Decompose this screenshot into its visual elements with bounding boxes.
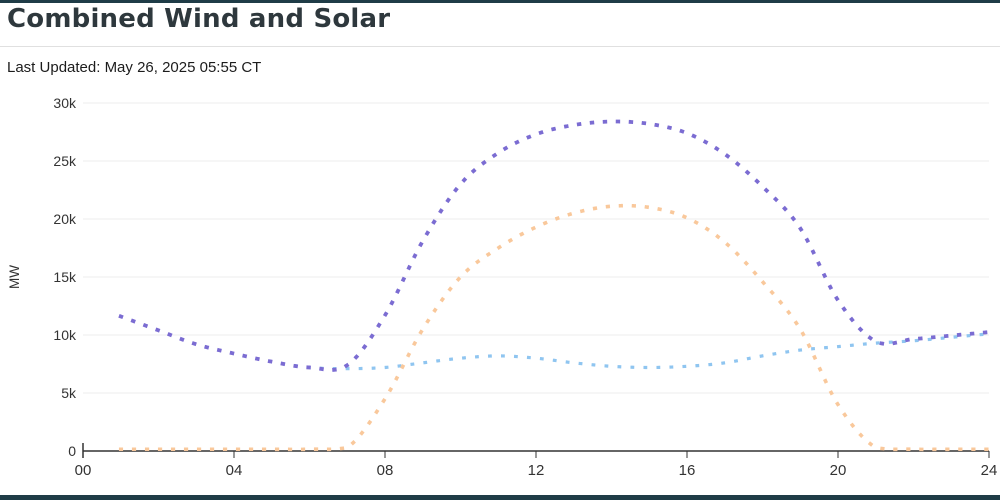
y-tick-label: 25k [53,153,77,169]
top-accent-bar [0,0,1000,3]
x-tick-label: 12 [528,462,545,479]
x-tick-label: 08 [377,462,394,479]
x-tick-label: 00 [75,462,92,479]
y-tick-label: 5k [61,385,77,401]
x-tick-label: 04 [226,462,243,479]
last-updated-text: Last Updated: May 26, 2025 05:55 CT [7,59,262,76]
page-title: Combined Wind and Solar [7,4,391,34]
y-tick-label: 10k [53,327,77,343]
y-tick-label: 30k [53,95,77,111]
y-tick-label: 20k [53,211,77,227]
bottom-accent-bar [0,495,1000,500]
y-tick-label: 15k [53,269,77,285]
x-tick-label: 24 [981,462,998,479]
title-divider [0,46,1000,47]
y-tick-label: 0 [68,443,76,459]
y-axis-title: MW [7,265,22,289]
x-tick-label: 16 [679,462,696,479]
series-line-combined-wind-and-solar [118,119,992,372]
series-line-solar [118,203,991,452]
series-line-wind [118,314,991,371]
x-tick-label: 20 [830,462,847,479]
